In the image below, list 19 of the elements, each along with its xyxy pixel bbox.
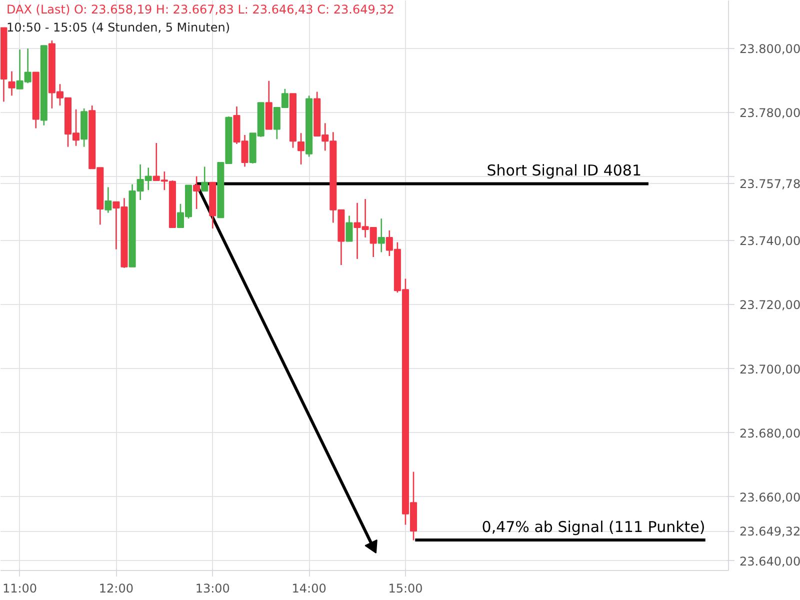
- y-tick-label: 23.649,32: [740, 524, 800, 539]
- y-tick-label: 23.700,00: [740, 362, 800, 376]
- y-tick-label: 23.800,00: [740, 42, 800, 56]
- y-tick-label: 23.640,00: [740, 554, 800, 568]
- x-tick-label: 13:00: [195, 582, 230, 596]
- y-tick-label: 23.757,78: [740, 177, 800, 192]
- x-tick-label: 12:00: [98, 582, 134, 596]
- annotation: 0,47% ab Signal (111 Punkte): [482, 518, 706, 536]
- annotation: Short Signal ID 4081: [486, 162, 642, 180]
- y-tick-label: 23.660,00: [740, 490, 800, 504]
- chart-title: DAX (Last) O: 23.658,19 H: 23.667,83 L: 23.646,43 C: 23.649,32: [6, 2, 394, 16]
- y-tick-label: 23.780,00: [740, 106, 800, 120]
- x-tick-label: 15:00: [388, 582, 423, 596]
- y-tick-label: 23.740,00: [740, 234, 800, 248]
- y-tick-label: 23.720,00: [740, 298, 800, 312]
- y-tick-label: 23.680,00: [740, 426, 800, 440]
- text: 10:50 - 15:05 (4 Stunden, 5 Minuten): [6, 20, 230, 34]
- x-tick-label: 14:00: [292, 582, 326, 596]
- x-tick-label: 11:00: [2, 582, 38, 596]
